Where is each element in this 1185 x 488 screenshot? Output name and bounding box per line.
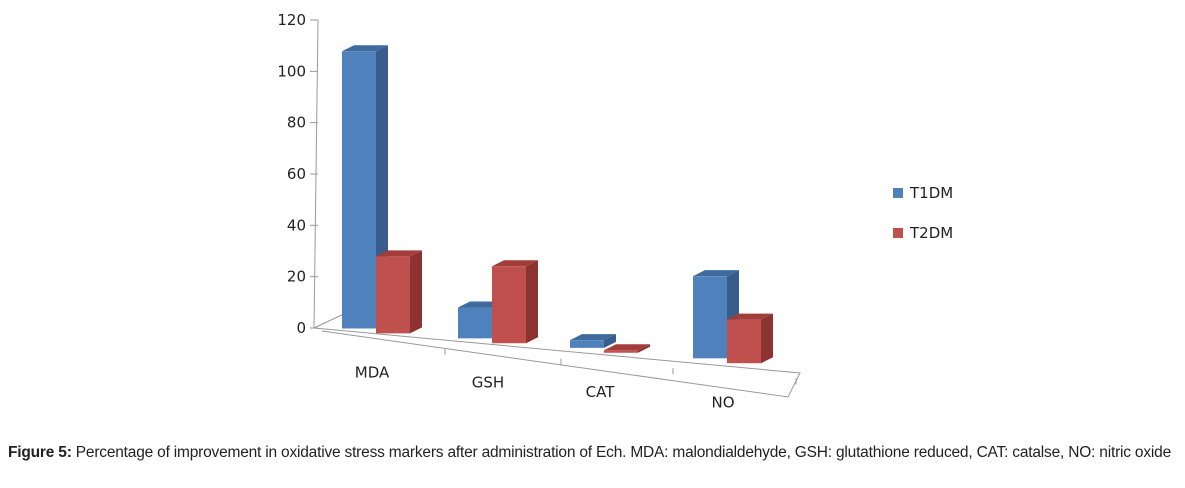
bar-t2dm-cat [604,350,638,353]
bar-t1dm-gsh [458,307,492,339]
bar-t2dm-gsh [492,266,526,344]
y-tick-label: 120 [277,11,306,29]
bar-top-t2dm-mda [376,250,422,257]
bar-side-t2dm-cat [638,344,650,353]
bar-top-t1dm-mda [342,45,388,52]
bar-t2dm-no [727,319,761,364]
bar-side-t2dm-no [761,313,773,364]
bar-t1dm-mda [342,51,376,329]
caption-text: Percentage of improvement in oxidative s… [71,444,1171,461]
bar-chart: 0 20 40 60 80 100 120 MDA GSH CAT NO T1DM T2DM [277,11,953,411]
y-tick-label: 80 [287,114,306,132]
y-tick-label: 60 [287,165,306,183]
caption-label: Figure 5: [8,444,72,461]
y-tick-label: 20 [287,268,306,286]
legend-label-t2dm: T2DM [909,224,953,242]
legend-swatch-t1dm [893,188,903,198]
y-tick-label: 100 [277,62,306,80]
bar-top-t1dm-cat [570,334,616,341]
x-tick-label: CAT [586,383,616,401]
bar-top-t2dm-cat [604,344,650,351]
bar-side-t2dm-mda [410,250,422,334]
bar-side-t1dm-cat [604,334,616,348]
x-tick-label: NO [711,393,734,411]
y-tick-label: 0 [296,319,306,337]
y-tick-label: 40 [287,216,306,234]
bar-t1dm-no [693,276,727,359]
x-tick-label: GSH [472,373,504,391]
bar-top-t1dm-no [693,270,739,277]
bar-side-t2dm-gsh [526,260,538,344]
bar-t2dm-mda [376,256,410,334]
legend-swatch-t2dm [893,228,903,238]
x-tick-label: MDA [355,364,390,382]
floor-outline [313,327,801,398]
bar-top-t2dm-gsh [492,260,538,267]
bar-top-t2dm-no [727,313,773,320]
legend-label-t1dm: T1DM [909,184,953,202]
bar-t1dm-cat [570,340,604,348]
figure-caption: Figure 5: Percentage of improvement in o… [8,442,1183,464]
